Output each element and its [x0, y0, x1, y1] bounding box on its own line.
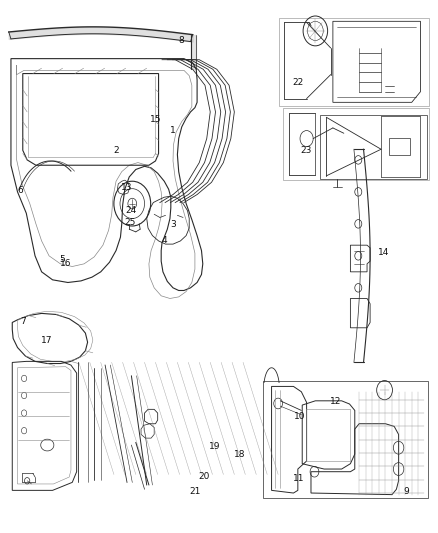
Text: 8: 8	[178, 36, 184, 45]
Text: 9: 9	[403, 487, 409, 496]
Text: 4: 4	[162, 237, 167, 245]
Text: 12: 12	[330, 398, 341, 406]
Text: 21: 21	[189, 487, 201, 496]
Text: 5: 5	[60, 255, 66, 264]
Text: 11: 11	[293, 474, 304, 482]
Text: 7: 7	[20, 317, 26, 326]
Text: 17: 17	[41, 336, 53, 344]
Text: 6: 6	[18, 186, 24, 195]
Text: 2: 2	[113, 146, 119, 155]
Text: 15: 15	[150, 115, 161, 124]
Text: 16: 16	[60, 259, 71, 268]
Text: 10: 10	[294, 413, 305, 421]
Text: 14: 14	[378, 248, 389, 256]
Text: 24: 24	[125, 206, 136, 215]
Text: 18: 18	[234, 450, 245, 458]
Text: 22: 22	[293, 78, 304, 87]
Text: 20: 20	[198, 472, 209, 481]
Text: 25: 25	[125, 219, 136, 227]
Text: 23: 23	[300, 146, 311, 155]
Text: 19: 19	[209, 442, 220, 450]
Text: 13: 13	[121, 183, 133, 191]
Text: 1: 1	[170, 126, 176, 135]
Text: 3: 3	[170, 221, 176, 229]
